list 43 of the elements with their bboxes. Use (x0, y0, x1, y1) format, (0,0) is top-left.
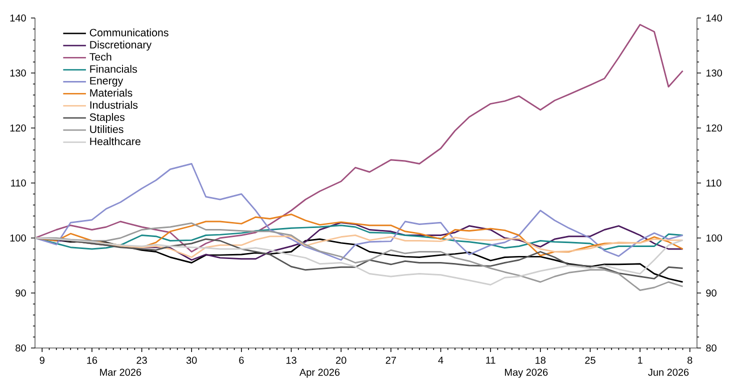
x-tick-label: 1 (638, 356, 642, 364)
legend-label: Tech (90, 52, 112, 61)
x-tick-label: 18 (536, 356, 546, 364)
x2-tick-label: May 2026 (505, 368, 548, 378)
y-tick-label: 140 (10, 14, 26, 22)
legend-label: Materials (90, 88, 132, 97)
y2-tick-label: 80 (706, 344, 716, 352)
y-tick-label: 100 (10, 234, 26, 242)
x-tick-label: 9 (40, 356, 44, 364)
y2-tick-label: 100 (706, 234, 722, 242)
x-tick-label: 23 (136, 356, 147, 364)
y-tick-label: 80 (16, 344, 26, 352)
legend-label: Staples (90, 113, 125, 124)
y-tick-label: 110 (11, 179, 26, 187)
y2-tick-label: 110 (706, 179, 722, 187)
x-tick-label: 16 (87, 356, 98, 364)
y2-tick-label: 120 (706, 124, 722, 132)
x2-tick-label: Apr 2026 (299, 368, 340, 378)
y-tick-label: 120 (10, 124, 26, 132)
y2-tick-label: 130 (706, 69, 722, 77)
x2-tick-label: Jun 2026 (648, 368, 689, 376)
x-tick-label: 30 (186, 356, 197, 364)
x-tick-label: 25 (585, 356, 596, 364)
legend-label: Industrials (90, 100, 138, 109)
x-tick-label: 13 (286, 356, 296, 364)
x-tick-label: 6 (239, 356, 244, 364)
x-tick-label: 4 (438, 356, 444, 364)
legend-label: Discretionary (90, 40, 152, 51)
legend-label: Utilities (90, 125, 124, 134)
y-tick-label: 130 (10, 69, 26, 77)
x-tick-label: 20 (336, 356, 346, 364)
x-tick-label: 11 (486, 356, 496, 364)
legend-label: Financials (90, 64, 137, 73)
y-tick-label: 90 (16, 289, 26, 297)
x-tick-label: 27 (386, 356, 396, 364)
legend-label: Healthcare (90, 137, 140, 146)
y2-tick-label: 140 (706, 14, 722, 22)
legend-label: Energy (90, 77, 124, 87)
x-tick-label: 8 (688, 356, 692, 364)
x2-tick-label: Mar 2026 (100, 368, 142, 376)
line-series (35, 163, 684, 261)
y2-tick-label: 90 (706, 289, 716, 297)
legend-label: Communications (90, 28, 168, 36)
